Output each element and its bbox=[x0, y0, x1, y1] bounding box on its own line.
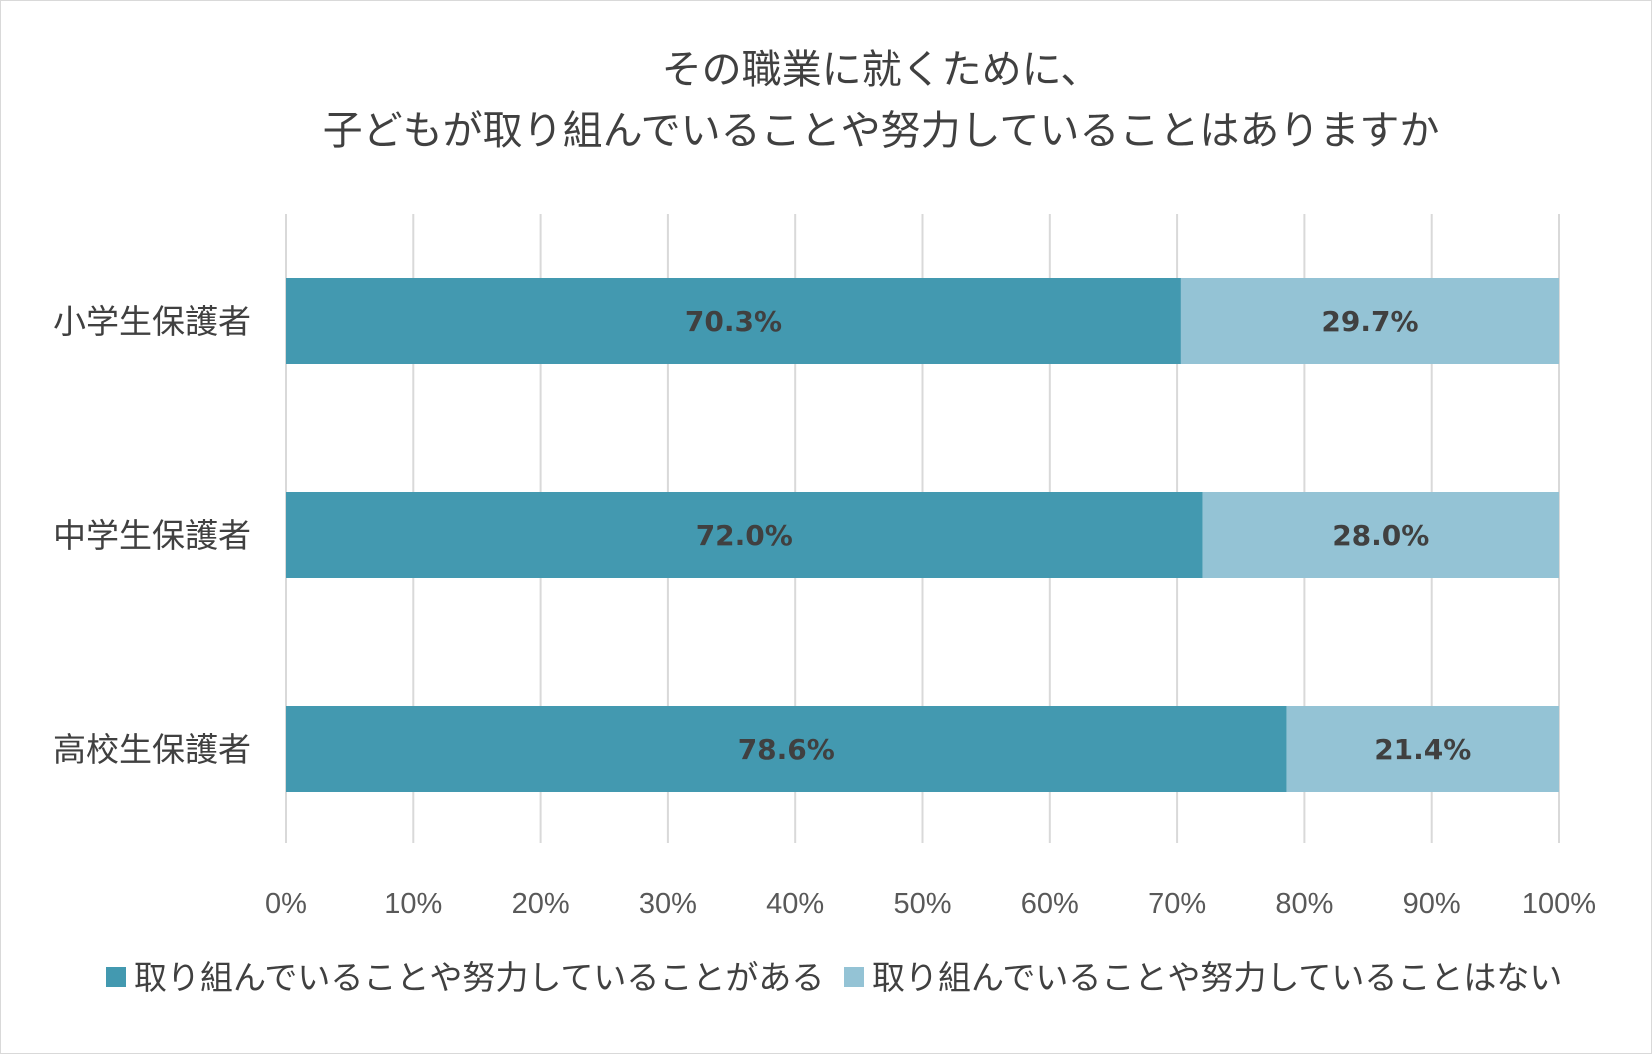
bar-segment bbox=[1180, 278, 1559, 364]
chart-title: その職業に就くために、 子どもが取り組んでいることや努力していることはありますか bbox=[323, 47, 1440, 154]
x-tick-label: 0% bbox=[265, 888, 307, 920]
bar-segment bbox=[286, 492, 1203, 578]
bar-segment bbox=[1202, 492, 1559, 578]
x-tick-label: 50% bbox=[893, 888, 951, 920]
legend-label: 取り組んでいることや努力していることはない bbox=[872, 958, 1562, 997]
legend-swatch bbox=[844, 967, 864, 987]
x-tick-label: 90% bbox=[1403, 888, 1461, 920]
bar-segment bbox=[286, 706, 1287, 792]
bar-value-label: 78.6% bbox=[738, 733, 835, 766]
legend-label: 取り組んでいることや努力していることがある bbox=[134, 958, 824, 997]
bar-area: 70.3% 29.7% 72.0% 28.0% 78.6% 21.4% bbox=[286, 278, 1559, 792]
x-tick-label: 70% bbox=[1148, 888, 1206, 920]
category-label: 中学生保護者 bbox=[53, 516, 251, 555]
x-tick-label: 10% bbox=[384, 888, 442, 920]
chart-title-line-2: 子どもが取り組んでいることや努力していることはありますか bbox=[323, 108, 1440, 154]
bar-segment bbox=[1286, 706, 1559, 792]
category-label: 高校生保護者 bbox=[53, 730, 251, 769]
x-tick-label: 60% bbox=[1021, 888, 1079, 920]
legend: 取り組んでいることや努力していることがある 取り組んでいることや努力していることは… bbox=[106, 958, 1562, 997]
value-axis: 0% 10% 20% 30% 40% 50% 60% 70% 80% 90% 100% bbox=[265, 888, 1596, 920]
x-tick-label: 80% bbox=[1275, 888, 1333, 920]
chart-title-line-1: その職業に就くために、 bbox=[662, 47, 1101, 93]
legend-swatch bbox=[106, 967, 126, 987]
x-tick-label: 40% bbox=[766, 888, 824, 920]
bar-value-label: 70.3% bbox=[685, 305, 782, 338]
bar-value-label: 28.0% bbox=[1332, 519, 1429, 552]
bar-value-label: 29.7% bbox=[1321, 305, 1418, 338]
bar-value-label: 72.0% bbox=[696, 519, 793, 552]
category-label: 小学生保護者 bbox=[53, 302, 251, 341]
bar-segment bbox=[286, 278, 1181, 364]
x-tick-label: 30% bbox=[639, 888, 697, 920]
bar-value-label: 21.4% bbox=[1374, 733, 1471, 766]
x-tick-label: 20% bbox=[512, 888, 570, 920]
x-tick-label: 100% bbox=[1522, 888, 1596, 920]
